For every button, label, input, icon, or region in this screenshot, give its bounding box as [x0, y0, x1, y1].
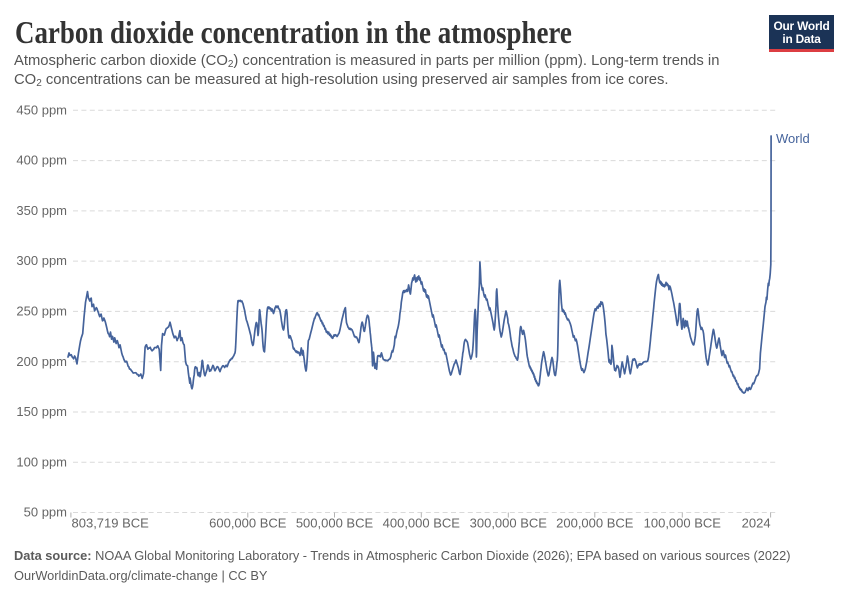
svg-text:803,719 BCE: 803,719 BCE — [72, 516, 150, 531]
svg-text:400,000 BCE: 400,000 BCE — [383, 516, 461, 531]
svg-text:600,000 BCE: 600,000 BCE — [209, 516, 287, 531]
svg-text:300,000 BCE: 300,000 BCE — [470, 516, 548, 531]
svg-text:450 ppm: 450 ppm — [16, 102, 67, 117]
svg-text:300 ppm: 300 ppm — [16, 253, 67, 268]
svg-text:100 ppm: 100 ppm — [16, 454, 67, 469]
svg-text:400 ppm: 400 ppm — [16, 153, 67, 168]
svg-text:200 ppm: 200 ppm — [16, 354, 67, 369]
svg-text:200,000 BCE: 200,000 BCE — [556, 516, 634, 531]
svg-text:2024: 2024 — [742, 516, 771, 531]
svg-text:150 ppm: 150 ppm — [16, 404, 67, 419]
svg-text:500,000 BCE: 500,000 BCE — [296, 516, 374, 531]
svg-text:350 ppm: 350 ppm — [16, 203, 67, 218]
svg-text:100,000 BCE: 100,000 BCE — [644, 516, 722, 531]
svg-text:World: World — [776, 131, 810, 146]
svg-text:50 ppm: 50 ppm — [24, 505, 67, 520]
svg-text:250 ppm: 250 ppm — [16, 304, 67, 319]
